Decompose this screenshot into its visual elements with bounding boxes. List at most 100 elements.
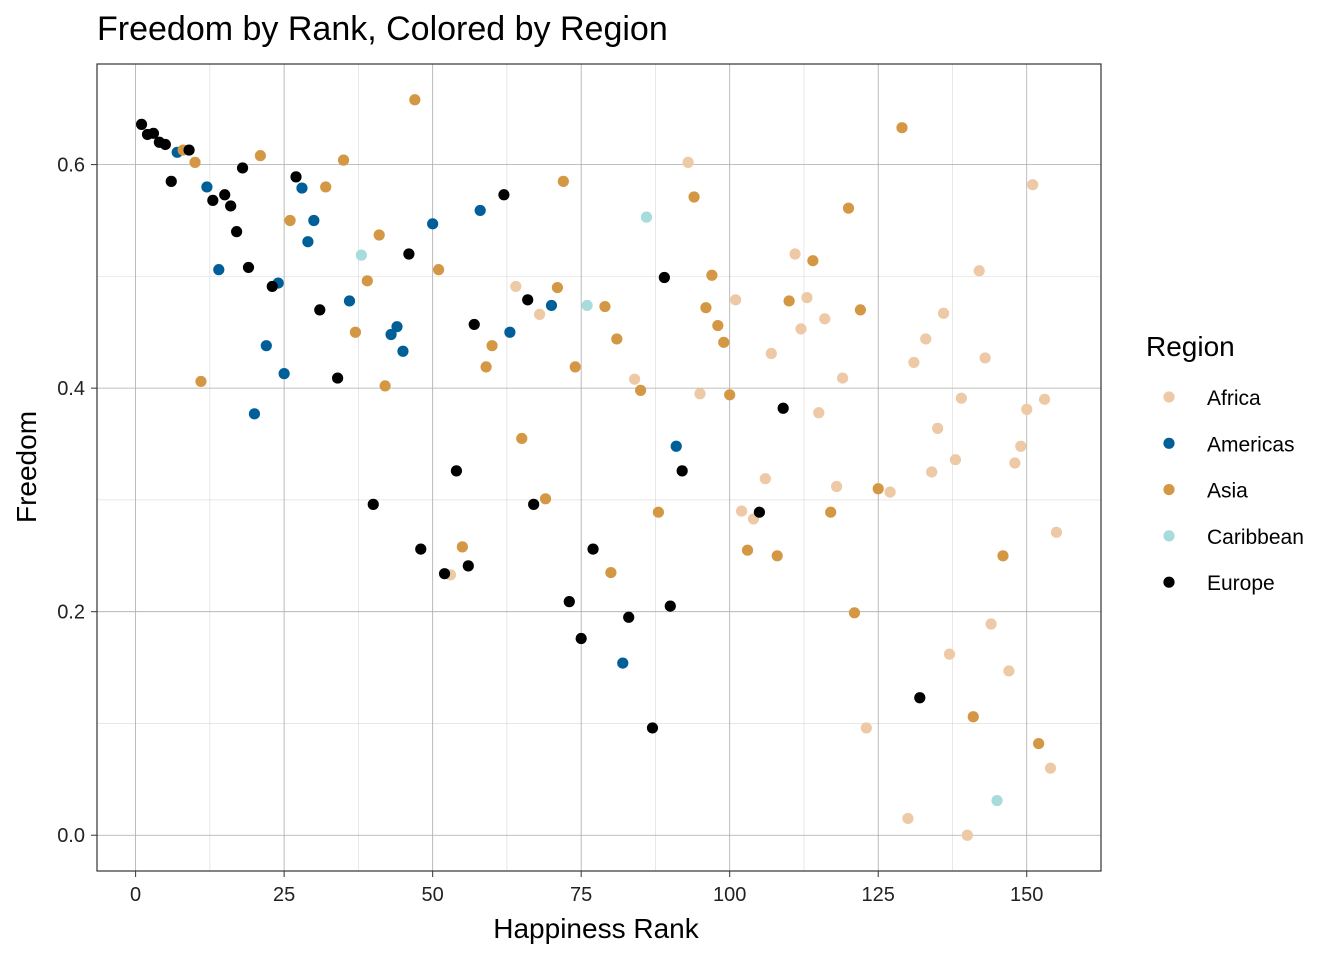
chart-title: Freedom by Rank, Colored by Region (97, 10, 668, 48)
data-point-africa (985, 618, 997, 630)
data-point-americas (260, 340, 272, 352)
legend-key-americas (1163, 437, 1175, 449)
data-point-caribbean (581, 299, 593, 312)
data-point-americas (474, 204, 486, 217)
data-point-asia (825, 506, 837, 518)
data-point-europe (914, 692, 926, 704)
legend-label-caribbean: Caribbean (1207, 526, 1304, 549)
data-point-asia (599, 300, 611, 313)
data-point-europe (159, 138, 171, 151)
data-point-americas (278, 368, 290, 380)
data-point-europe (462, 560, 474, 572)
data-point-asia (700, 302, 712, 314)
data-point-americas (343, 295, 356, 307)
data-point-europe (575, 632, 587, 645)
data-point-asia (557, 175, 569, 187)
data-point-africa (694, 388, 706, 400)
data-point-europe (236, 162, 249, 174)
x-tick-label: 0 (130, 884, 141, 906)
data-point-africa (730, 294, 742, 306)
data-point-americas (617, 657, 629, 669)
data-point-africa (937, 307, 950, 319)
data-point-europe (225, 200, 237, 212)
data-point-europe (135, 118, 148, 130)
y-tick-label: 0.0 (57, 825, 85, 847)
data-point-asia (539, 493, 552, 505)
legend-key-africa (1163, 391, 1175, 403)
data-point-americas (248, 408, 261, 420)
data-point-caribbean (355, 249, 367, 261)
data-point-europe (664, 600, 676, 612)
data-point-africa (932, 422, 944, 434)
data-point-asia (872, 483, 884, 495)
data-point-africa (1021, 403, 1033, 415)
data-point-americas (427, 218, 439, 230)
data-point-americas (391, 321, 403, 333)
data-point-africa (759, 473, 771, 485)
data-point-europe (623, 611, 635, 623)
data-point-asia (254, 150, 266, 162)
data-point-africa (884, 486, 896, 498)
data-point-africa (949, 454, 962, 466)
data-point-asia (997, 550, 1009, 562)
data-point-asia (634, 384, 647, 396)
data-point-asia (195, 375, 207, 388)
data-point-asia (337, 154, 350, 166)
data-point-europe (468, 318, 480, 331)
data-point-asia (771, 550, 783, 562)
data-point-europe (367, 498, 379, 510)
data-point-europe (415, 543, 427, 555)
data-point-africa (801, 292, 813, 304)
data-point-americas (302, 236, 314, 248)
data-point-asia (409, 94, 421, 106)
data-point-asia (373, 229, 385, 241)
x-tick-label: 50 (422, 884, 444, 906)
data-point-europe (450, 465, 463, 477)
data-point-asia (486, 340, 498, 352)
y-tick-label: 0.2 (57, 602, 85, 624)
data-point-asia (432, 264, 445, 276)
legend-label-europe: Europe (1207, 572, 1275, 595)
data-point-africa (1050, 526, 1063, 538)
data-point-africa (1044, 762, 1057, 774)
data-point-europe (646, 722, 659, 734)
data-point-asia (569, 361, 581, 373)
data-point-africa (926, 466, 938, 478)
data-point-africa (510, 280, 522, 293)
data-point-africa (973, 265, 985, 277)
data-point-asia (706, 269, 718, 281)
plot-background (97, 64, 1101, 871)
data-point-americas (504, 326, 516, 338)
data-point-africa (1003, 665, 1015, 677)
data-point-asia (842, 202, 855, 214)
data-point-africa (629, 373, 641, 385)
data-point-americas (213, 264, 225, 276)
data-point-europe (219, 189, 231, 201)
data-point-africa (831, 480, 843, 493)
data-point-europe (658, 271, 670, 284)
data-point-americas (397, 345, 409, 357)
data-point-europe (522, 294, 534, 306)
data-point-asia (688, 191, 700, 203)
data-point-europe (438, 568, 451, 580)
data-point-africa (955, 392, 967, 404)
data-point-americas (670, 440, 682, 452)
data-point-europe (183, 144, 195, 156)
data-point-europe (332, 372, 344, 384)
data-point-asia (456, 541, 468, 553)
data-point-asia (480, 361, 492, 373)
data-point-africa (789, 248, 801, 260)
data-point-europe (403, 248, 415, 260)
data-point-africa (1038, 393, 1051, 405)
data-point-americas (201, 181, 213, 193)
data-point-asia (361, 275, 373, 287)
data-point-asia (718, 336, 730, 348)
legend-label-africa: Africa (1207, 387, 1261, 410)
data-point-asia (320, 181, 332, 193)
data-point-asia (652, 506, 665, 518)
data-point-africa (533, 308, 546, 320)
legend-title: Region (1146, 331, 1235, 362)
data-point-europe (242, 261, 255, 274)
data-point-africa (735, 505, 748, 517)
legend: Region Africa Americas Asia Caribbean Europe (1146, 331, 1304, 595)
